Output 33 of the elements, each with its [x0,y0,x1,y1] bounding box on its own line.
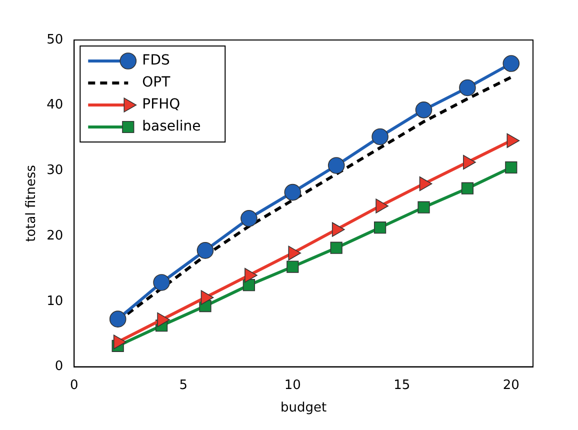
y-tick-label: 0 [54,359,64,374]
y-tick-label: 40 [46,98,64,113]
point [286,260,299,273]
point [415,102,432,118]
point [418,201,430,214]
x-axis-title: budget [280,400,327,416]
point [240,210,258,227]
legend-label: PFHQ [142,96,180,113]
y-tick-label: 20 [46,228,64,244]
point [109,310,126,328]
point [374,222,386,234]
legend-label: baseline [142,118,201,135]
y-tick-label: 10 [46,294,64,309]
point [196,242,214,259]
x-tick-label: 10 [284,378,301,393]
y-tick-label: 30 [46,163,64,178]
point [459,79,476,96]
point [372,128,388,146]
y-tick-label: 50 [46,32,64,48]
legend-label: FDS [142,52,170,69]
y-axis-title: total fitness [24,164,40,242]
point [284,184,302,201]
point [328,157,345,174]
x-tick-label: 0 [70,378,78,393]
x-tick-label: 5 [179,378,188,393]
legend-label: OPT [142,74,171,91]
point [505,161,518,174]
point [153,274,170,291]
point [461,182,474,194]
point [330,242,342,254]
x-tick-label: 20 [502,378,520,393]
x-tick-label: 15 [394,378,410,393]
point [502,55,520,72]
